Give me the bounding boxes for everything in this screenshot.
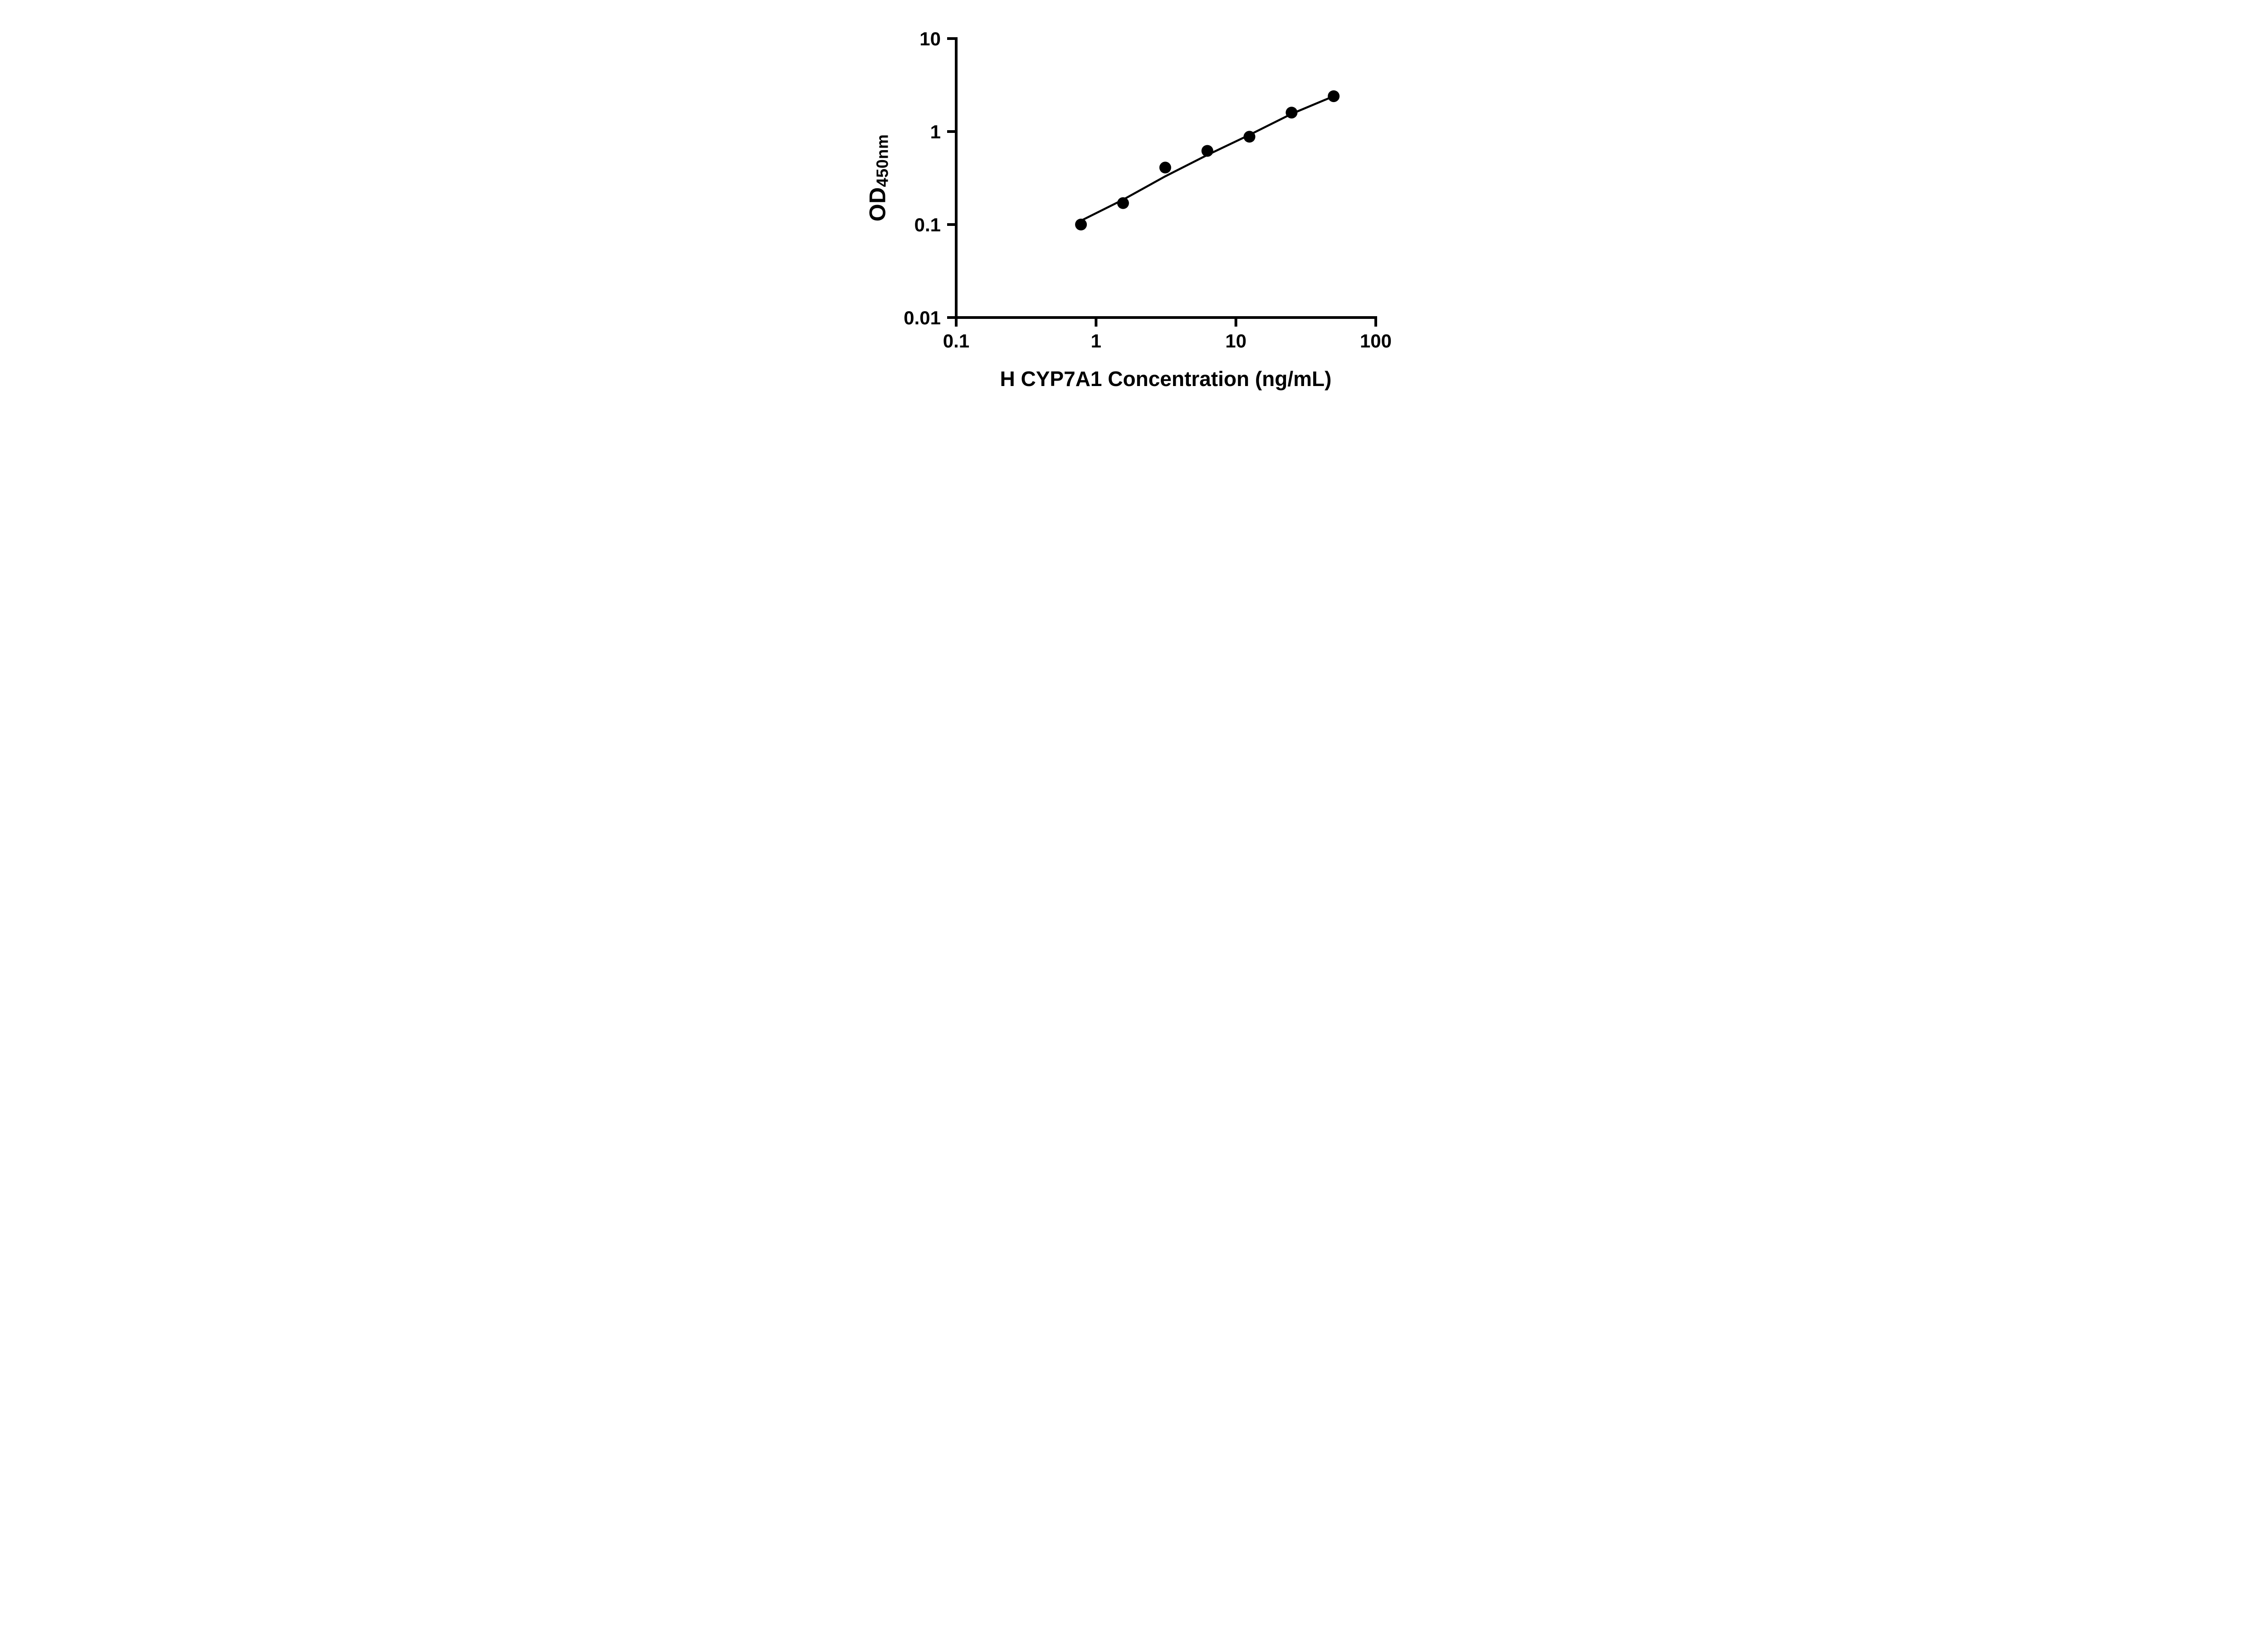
y-tick-label: 10: [919, 28, 941, 49]
x-axis-title: H CYP7A1 Concentration (ng/mL): [1000, 367, 1332, 391]
y-axis-title-main: OD: [864, 187, 890, 222]
y-axis-title: OD450nm: [864, 134, 892, 222]
data-point: [1243, 131, 1255, 143]
data-point: [1117, 197, 1129, 209]
x-tick-label: 1: [1090, 330, 1101, 352]
y-tick-label: 1: [930, 121, 940, 142]
data-point: [1159, 161, 1171, 174]
y-tick-label: 0.01: [904, 307, 941, 328]
y-tick-label: 0.1: [914, 214, 940, 235]
standard-curve-figure: 0.1 1 10 100 0.01 0.1 1 10 OD450nm H CYP7A1 Con…: [842, 0, 1426, 408]
data-point: [1327, 90, 1339, 103]
data-point: [1075, 219, 1087, 230]
x-tick-label: 0.1: [943, 330, 969, 352]
data-point: [1285, 107, 1297, 119]
x-tick-label: 100: [1359, 330, 1391, 352]
data-point: [1201, 145, 1213, 157]
x-tick-label: 10: [1225, 330, 1246, 352]
y-axis-title-sub: 450nm: [873, 134, 892, 187]
